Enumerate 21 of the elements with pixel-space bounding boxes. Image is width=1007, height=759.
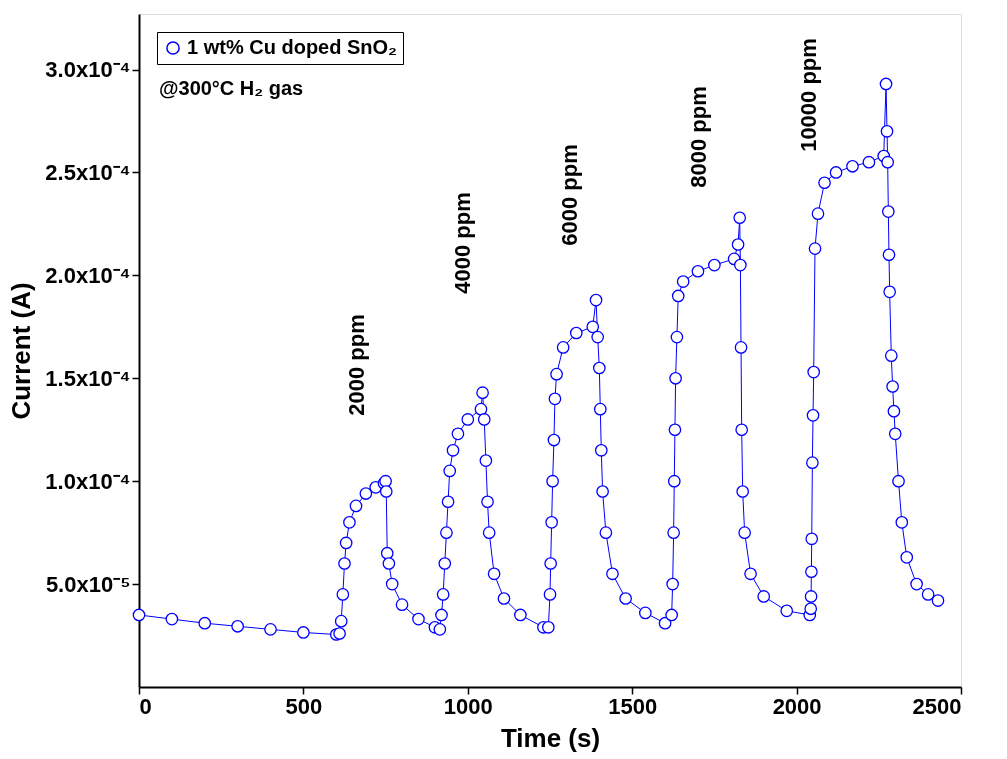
y-tick-label: 2.5x10⁻⁴ xyxy=(45,159,131,185)
annotation: 6000 ppm xyxy=(557,144,582,246)
x-tick-label: 1500 xyxy=(608,693,658,719)
x-tick-label: 2500 xyxy=(912,693,962,719)
x-tick-label: 0 xyxy=(139,693,152,719)
y-tick-label: 2.0x10⁻⁴ xyxy=(45,262,131,288)
x-tick-label: 1000 xyxy=(443,693,493,719)
x-tick-label: 2000 xyxy=(772,693,822,719)
annotation: 8000 ppm xyxy=(686,86,711,188)
y-tick-label: 5.0x10⁻⁵ xyxy=(45,571,131,597)
x-tick-label: 500 xyxy=(285,693,323,719)
annotation: @300°C H₂ gas xyxy=(159,77,304,99)
annotation: 10000 ppm xyxy=(796,38,821,152)
legend-label: 1 wt% Cu doped SnO₂ xyxy=(187,36,397,58)
annotation: 2000 ppm xyxy=(344,314,369,416)
y-tick-label: 3.0x10⁻⁴ xyxy=(45,57,131,83)
y-tick-label: 1.0x10⁻⁴ xyxy=(45,468,131,494)
annotation: 4000 ppm xyxy=(450,192,475,294)
y-tick-label: 1.5x10⁻⁴ xyxy=(45,365,131,391)
y-axis-title: Current (A) xyxy=(6,282,37,420)
x-axis-title: Time (s) xyxy=(500,722,601,753)
